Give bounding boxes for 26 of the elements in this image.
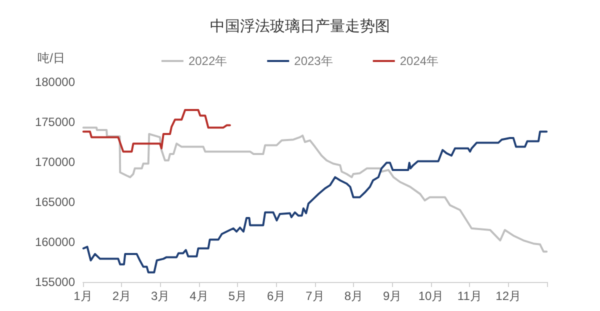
y-tick-label: 175000 xyxy=(34,115,76,129)
y-tick-label: 155000 xyxy=(34,275,76,289)
chart-title: 中国浮法玻璃日产量走势图 xyxy=(210,18,390,35)
x-tick-label: 12月 xyxy=(496,289,522,303)
x-tick-label: 7月 xyxy=(306,289,324,303)
y-axis-title: 吨/日 xyxy=(38,51,65,65)
x-tick-label: 5月 xyxy=(228,289,248,303)
y-tick-label: 180000 xyxy=(34,75,76,89)
x-tick-label: 11月 xyxy=(457,289,482,303)
x-tick-label: 3月 xyxy=(150,289,170,303)
x-tick-label: 8月 xyxy=(344,289,364,303)
x-tick-label: 6月 xyxy=(266,289,286,303)
y-tick-label: 160000 xyxy=(34,235,76,249)
x-tick-label: 9月 xyxy=(382,289,402,303)
legend-label: 2022年 xyxy=(188,54,228,68)
line-series xyxy=(82,109,231,153)
line-series xyxy=(82,126,548,253)
x-tick-label: 4月 xyxy=(190,289,208,303)
y-tick-label: 165000 xyxy=(34,195,76,209)
x-tick-label: 1月 xyxy=(74,289,92,303)
x-tick-label: 10月 xyxy=(418,289,444,303)
line-series xyxy=(82,130,548,274)
legend-label: 2023年 xyxy=(294,54,333,68)
legend-label: 2024年 xyxy=(400,54,439,68)
x-tick-label: 2月 xyxy=(112,289,132,303)
y-tick-label: 170000 xyxy=(34,155,76,169)
